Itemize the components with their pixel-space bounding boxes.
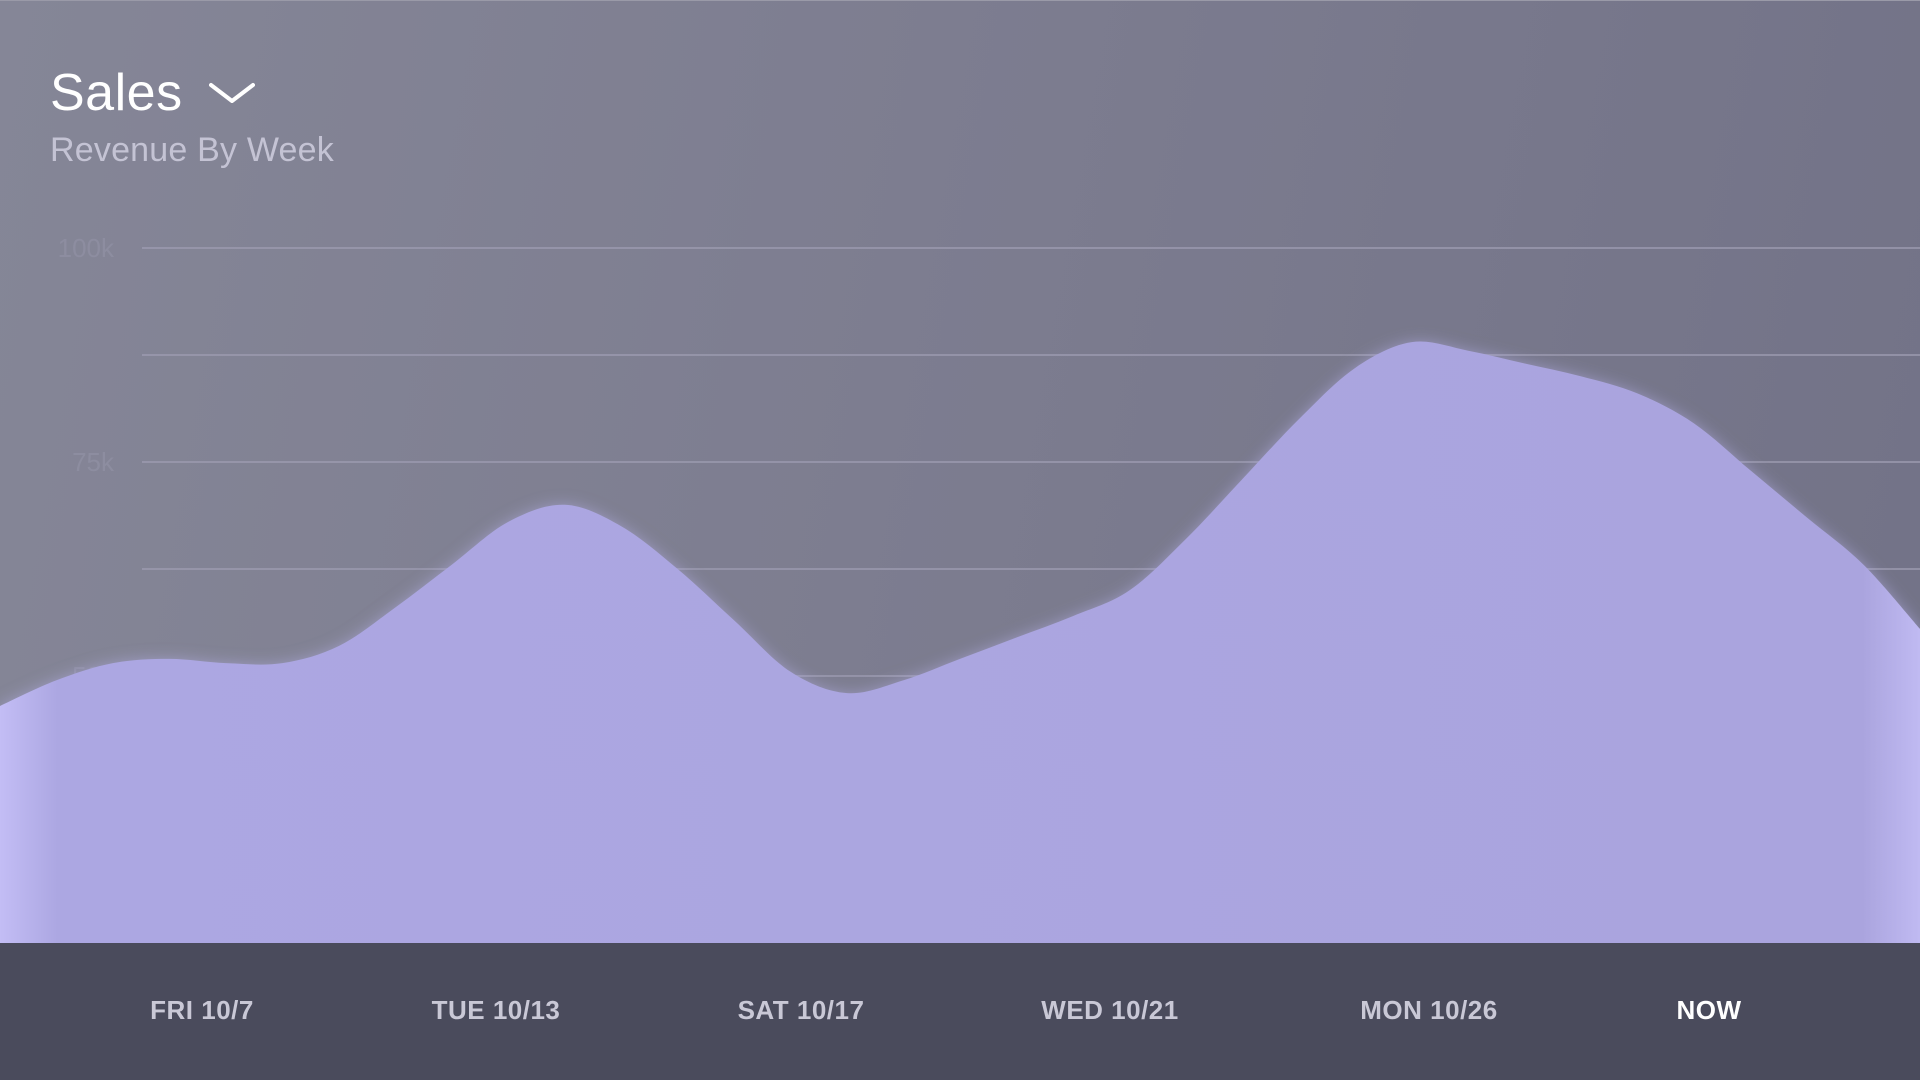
area-series bbox=[0, 341, 1920, 943]
x-axis-bar: FRI 10/7 TUE 10/13 SAT 10/17 WED 10/21 MON 1… bbox=[0, 943, 1920, 1080]
x-tick-label[interactable]: TUE 10/13 bbox=[431, 995, 561, 1025]
x-tick-label[interactable]: WED 10/21 bbox=[1041, 995, 1179, 1025]
chart-header: Sales Revenue By Week bbox=[50, 62, 334, 170]
chart-subtitle: Revenue By Week bbox=[50, 131, 334, 169]
revenue-area-chart: 100k75k50k bbox=[0, 233, 1920, 943]
area-fill bbox=[0, 341, 1920, 943]
x-tick-label[interactable]: MON 10/26 bbox=[1360, 995, 1498, 1025]
x-tick-now[interactable]: NOW bbox=[1676, 995, 1742, 1025]
y-tick-label: 100k bbox=[58, 233, 115, 263]
x-tick-label[interactable]: SAT 10/17 bbox=[737, 995, 865, 1025]
chart-title: Sales bbox=[50, 64, 183, 122]
x-tick-label[interactable]: FRI 10/7 bbox=[150, 995, 254, 1025]
y-axis-labels: 100k75k50k bbox=[58, 233, 115, 691]
chevron-down-icon[interactable] bbox=[208, 81, 255, 105]
chart-title-dropdown[interactable]: Sales bbox=[50, 62, 334, 124]
y-tick-label: 75k bbox=[72, 447, 115, 477]
